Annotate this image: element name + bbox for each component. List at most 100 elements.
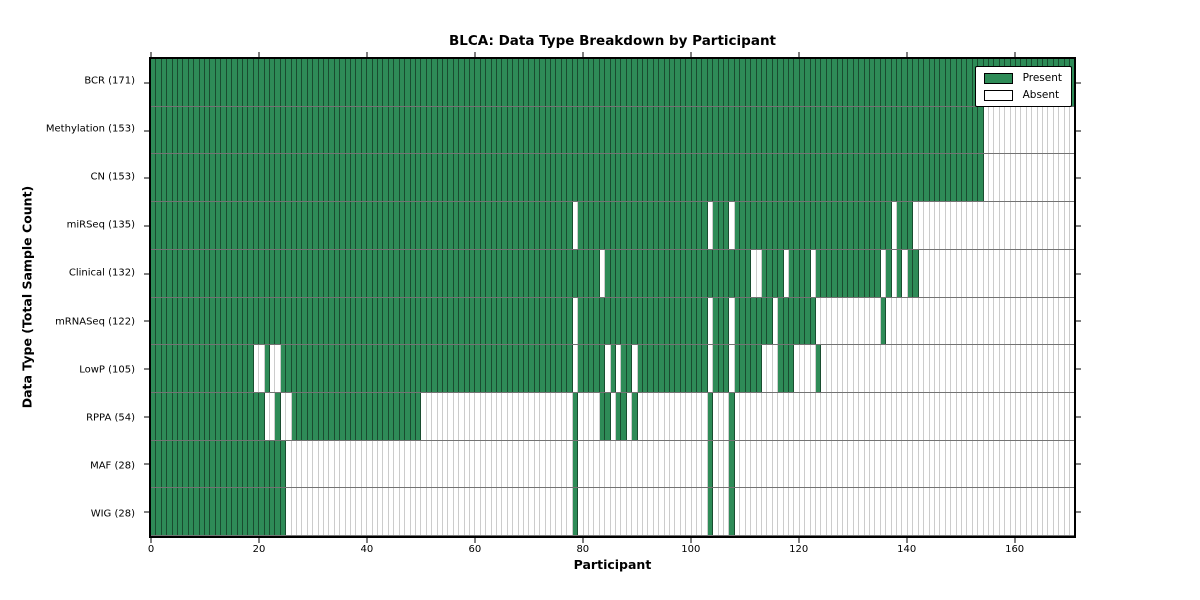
- heatmap-cell: [724, 249, 730, 297]
- heatmap-cell: [507, 392, 514, 440]
- heatmap-cell: [410, 488, 416, 536]
- heatmap-cell: [172, 106, 179, 154]
- heatmap-cell: [183, 202, 189, 249]
- heatmap-cell: [215, 249, 222, 297]
- heatmap-cell: [767, 345, 773, 392]
- heatmap-cell: [648, 202, 654, 249]
- heatmap-cell: [659, 345, 665, 392]
- heatmap-cell: [886, 345, 892, 392]
- heatmap-cell: [767, 202, 773, 249]
- heatmap-cell: [437, 488, 443, 536]
- heatmap-cell: [567, 59, 573, 106]
- heatmap-cell: [561, 488, 568, 536]
- heatmap-cell: [599, 392, 606, 440]
- heatmap-cell: [972, 345, 979, 392]
- y-tick-mark: [1076, 463, 1081, 465]
- heatmap-cell: [448, 297, 454, 345]
- heatmap-cell: [907, 392, 914, 440]
- heatmap-cell: [329, 297, 335, 345]
- heatmap-cell: [156, 154, 162, 202]
- heatmap-cell: [772, 488, 779, 536]
- heatmap-cell: [918, 106, 925, 154]
- heatmap-cell: [1032, 249, 1038, 297]
- heatmap-cell: [545, 440, 552, 488]
- heatmap-cell: [383, 154, 389, 202]
- heatmap-cell: [1037, 488, 1044, 536]
- heatmap-cell: [778, 154, 784, 202]
- heatmap-cell: [210, 202, 216, 249]
- heatmap-cell: [794, 488, 800, 536]
- heatmap-row-mirseq: [151, 202, 1075, 250]
- heatmap-cell: [1010, 297, 1016, 345]
- heatmap-cell: [351, 440, 357, 488]
- heatmap-cell: [794, 345, 800, 392]
- heatmap-cell: [421, 202, 427, 249]
- heatmap-cell: [859, 392, 865, 440]
- heatmap-cell: [897, 440, 903, 488]
- heatmap-cell: [567, 345, 573, 392]
- heatmap-cell: [940, 106, 946, 154]
- heatmap-cell: [1026, 154, 1033, 202]
- heatmap-cell: [897, 249, 903, 297]
- heatmap-cell: [724, 440, 730, 488]
- y-tick-mark: [1076, 130, 1081, 132]
- heatmap-cell: [988, 154, 995, 202]
- heatmap-cell: [561, 297, 568, 345]
- heatmap-cell: [756, 440, 762, 488]
- heatmap-cell: [161, 59, 168, 106]
- heatmap-cell: [215, 106, 222, 154]
- heatmap-cell: [313, 249, 319, 297]
- heatmap-cell: [388, 106, 395, 154]
- heatmap-cell: [702, 440, 708, 488]
- heatmap-cell: [313, 202, 319, 249]
- heatmap-cell: [837, 106, 843, 154]
- x-tick-label: 0: [147, 544, 155, 555]
- heatmap-cell: [253, 202, 260, 249]
- heatmap-cell: [934, 297, 941, 345]
- heatmap-cell: [161, 440, 168, 488]
- heatmap-cell: [621, 488, 627, 536]
- heatmap-cell: [951, 154, 957, 202]
- heatmap-cell: [280, 59, 287, 106]
- heatmap-cell: [551, 297, 557, 345]
- heatmap-cell: [421, 106, 427, 154]
- x-tick-mark: [366, 52, 368, 57]
- heatmap-cell: [859, 249, 865, 297]
- heatmap-cell: [302, 249, 308, 297]
- heatmap-cell: [161, 202, 168, 249]
- heatmap-cell: [799, 488, 806, 536]
- heatmap-cell: [469, 345, 476, 392]
- heatmap-cell: [626, 345, 633, 392]
- heatmap-cell: [734, 154, 741, 202]
- heatmap-cell: [707, 249, 714, 297]
- heatmap-cell: [729, 249, 735, 297]
- heatmap-cell: [864, 154, 871, 202]
- heatmap-cell: [1037, 154, 1044, 202]
- heatmap-cell: [729, 345, 735, 392]
- x-tick-mark: [258, 52, 260, 57]
- heatmap-cell: [745, 297, 752, 345]
- heatmap-cell: [615, 106, 622, 154]
- heatmap-cell: [356, 392, 362, 440]
- heatmap-cell: [237, 345, 243, 392]
- heatmap-cell: [486, 249, 492, 297]
- heatmap-cell: [194, 440, 200, 488]
- heatmap-cell: [843, 440, 849, 488]
- x-axis-label: Participant: [573, 557, 652, 572]
- heatmap-cell: [864, 106, 871, 154]
- heatmap-cell: [875, 488, 881, 536]
- heatmap-cell: [497, 59, 503, 106]
- heatmap-cell: [967, 106, 973, 154]
- heatmap-cell: [972, 392, 979, 440]
- heatmap-cell: [745, 249, 752, 297]
- heatmap-cell: [659, 202, 665, 249]
- heatmap-cell: [788, 154, 795, 202]
- heatmap-cell: [994, 154, 1000, 202]
- heatmap-cell: [843, 59, 849, 106]
- heatmap-cell: [318, 59, 324, 106]
- row-label-methylation: Methylation (153): [45, 123, 135, 135]
- heatmap-cell: [680, 59, 687, 106]
- heatmap-cell: [156, 202, 162, 249]
- heatmap-cell: [405, 106, 411, 154]
- heatmap-cell: [426, 488, 433, 536]
